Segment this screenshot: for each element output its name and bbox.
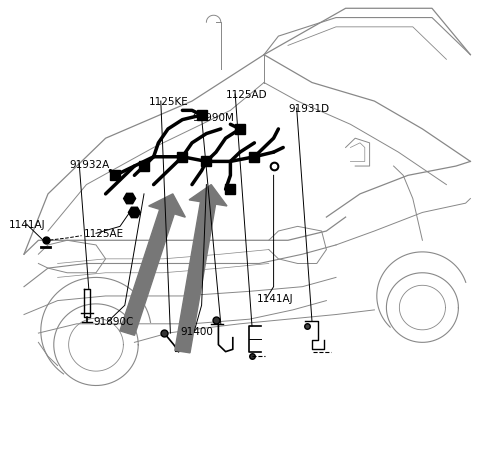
Text: 91890C: 91890C [94,317,134,327]
Bar [250,152,259,163]
Polygon shape [124,194,136,204]
Bar [110,171,120,181]
Polygon shape [120,194,185,336]
Bar [202,157,211,167]
Text: 1125KE: 1125KE [149,97,189,107]
Bar [197,111,206,121]
Text: 1125AD: 1125AD [226,90,267,100]
Text: 1141AJ: 1141AJ [9,219,45,230]
Text: 91400: 91400 [180,326,213,336]
Bar [226,185,235,195]
Bar [139,162,149,172]
Bar [235,125,245,135]
Bar [178,152,187,163]
Text: 1125AE: 1125AE [84,229,124,239]
Text: 91931D: 91931D [288,104,329,114]
Polygon shape [175,185,227,353]
Polygon shape [129,208,141,218]
Text: 1141AJ: 1141AJ [257,294,293,304]
Text: 91932A: 91932A [70,159,110,169]
Text: 91990M: 91990M [192,113,234,123]
